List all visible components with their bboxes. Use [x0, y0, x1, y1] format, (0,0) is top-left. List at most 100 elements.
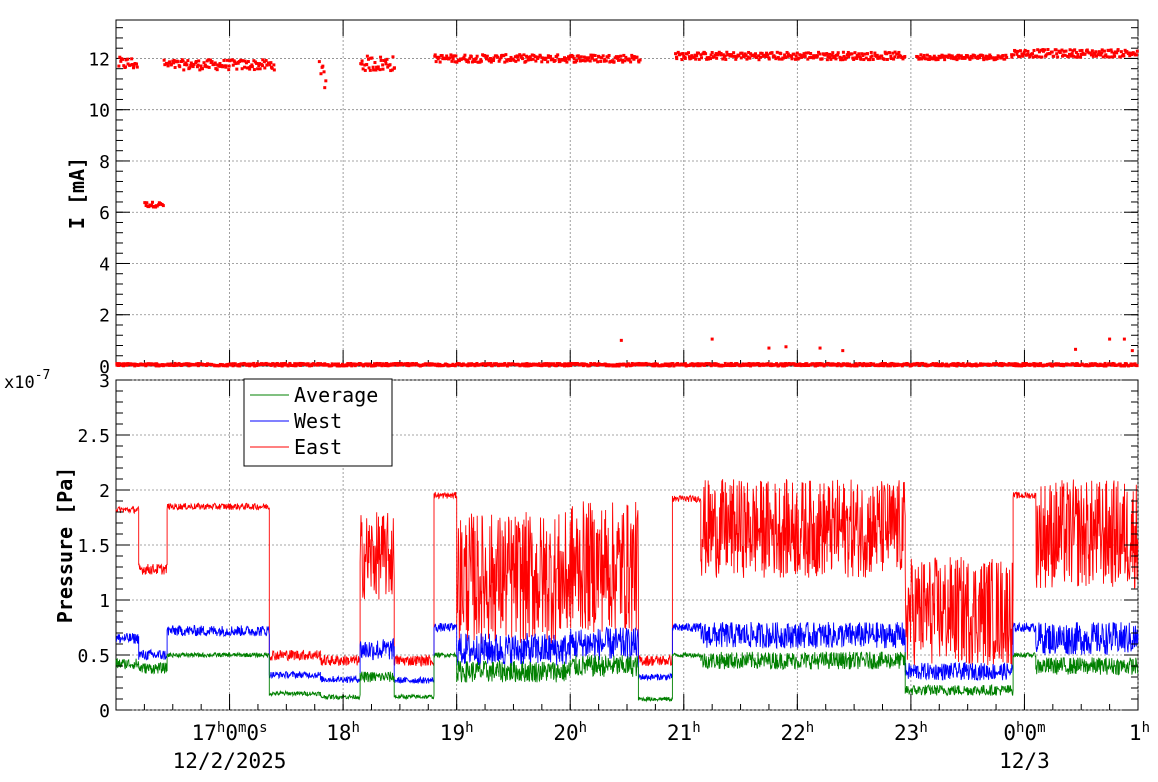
current-point — [509, 55, 513, 59]
current-point — [988, 53, 992, 57]
current-point — [629, 60, 633, 64]
current-point — [1110, 50, 1114, 54]
current-point — [869, 50, 873, 54]
current-point — [516, 55, 520, 59]
current-point — [588, 59, 592, 63]
current-point — [215, 364, 219, 368]
current-point — [697, 57, 701, 61]
current-point — [162, 58, 166, 62]
current-point — [172, 364, 176, 368]
current-point — [283, 363, 287, 367]
current-point — [497, 59, 501, 63]
current-point — [954, 55, 958, 59]
current-point — [522, 53, 526, 57]
current-point — [693, 53, 697, 57]
current-point — [185, 63, 189, 67]
current-point — [440, 54, 444, 58]
current-point — [296, 362, 300, 366]
current-point — [172, 61, 176, 65]
current-point — [250, 63, 254, 67]
current-point — [547, 364, 551, 368]
current-point — [392, 66, 396, 70]
current-point — [128, 63, 132, 67]
current-point — [801, 55, 805, 59]
current-point — [395, 363, 399, 367]
current-point — [815, 362, 819, 366]
current-point — [745, 57, 749, 61]
current-point — [194, 60, 198, 64]
current-series — [115, 48, 1139, 368]
current-point — [836, 51, 840, 55]
current-point — [806, 57, 810, 61]
current-point — [502, 54, 506, 58]
current-point — [557, 57, 561, 61]
current-point — [729, 361, 733, 365]
current-point — [1034, 363, 1038, 367]
current-point — [793, 57, 797, 61]
current-point — [1004, 53, 1008, 57]
current-point — [1000, 56, 1004, 60]
current-point — [868, 58, 872, 62]
current-point — [124, 58, 128, 62]
current-outlier-point — [767, 346, 771, 350]
current-point — [1003, 57, 1007, 61]
current-point — [783, 53, 787, 57]
current-point — [227, 64, 231, 68]
current-point — [697, 51, 701, 55]
current-point — [717, 50, 721, 54]
current-point — [189, 362, 193, 366]
current-point — [886, 363, 890, 367]
current-point — [199, 64, 203, 68]
current-point — [157, 203, 161, 207]
current-point — [150, 200, 154, 204]
current-point — [724, 57, 728, 61]
current-point — [683, 362, 687, 366]
current-point — [544, 363, 548, 367]
current-point — [125, 363, 129, 367]
current-point — [340, 362, 344, 366]
current-point — [552, 362, 556, 366]
current-point — [1028, 55, 1032, 59]
current-point — [151, 363, 155, 367]
current-point — [202, 61, 206, 65]
current-point — [267, 363, 271, 367]
current-point — [616, 364, 620, 368]
current-point — [708, 362, 712, 366]
current-point — [115, 362, 119, 366]
current-point — [256, 67, 260, 71]
x-tick-label: 22h — [780, 720, 814, 745]
current-point — [616, 56, 620, 60]
current-point — [178, 65, 182, 69]
current-point — [700, 56, 704, 60]
current-point — [747, 362, 751, 366]
current-point — [782, 364, 786, 368]
current-point — [790, 57, 794, 61]
legend: Average West East — [243, 378, 393, 467]
current-point — [479, 59, 483, 63]
current-point — [582, 55, 586, 59]
current-point — [238, 364, 242, 368]
current-point — [855, 56, 859, 60]
current-point — [1010, 362, 1014, 366]
current-point — [949, 56, 953, 60]
current-point — [746, 363, 750, 367]
current-point — [576, 54, 580, 58]
current-point — [1020, 52, 1024, 56]
current-point — [177, 362, 181, 366]
current-point — [775, 362, 779, 366]
current-point — [687, 51, 691, 55]
current-point — [1127, 364, 1131, 368]
current-point — [1050, 50, 1054, 54]
current-point — [933, 56, 937, 60]
current-point — [360, 59, 364, 63]
current-point — [1000, 364, 1004, 368]
current-point — [845, 56, 849, 60]
current-point — [589, 53, 593, 57]
current-point — [818, 52, 822, 56]
current-point — [365, 362, 369, 366]
current-point — [698, 362, 702, 366]
legend-box — [243, 378, 393, 467]
current-point — [1073, 48, 1077, 52]
current-point — [889, 54, 893, 58]
current-point — [1014, 364, 1018, 368]
